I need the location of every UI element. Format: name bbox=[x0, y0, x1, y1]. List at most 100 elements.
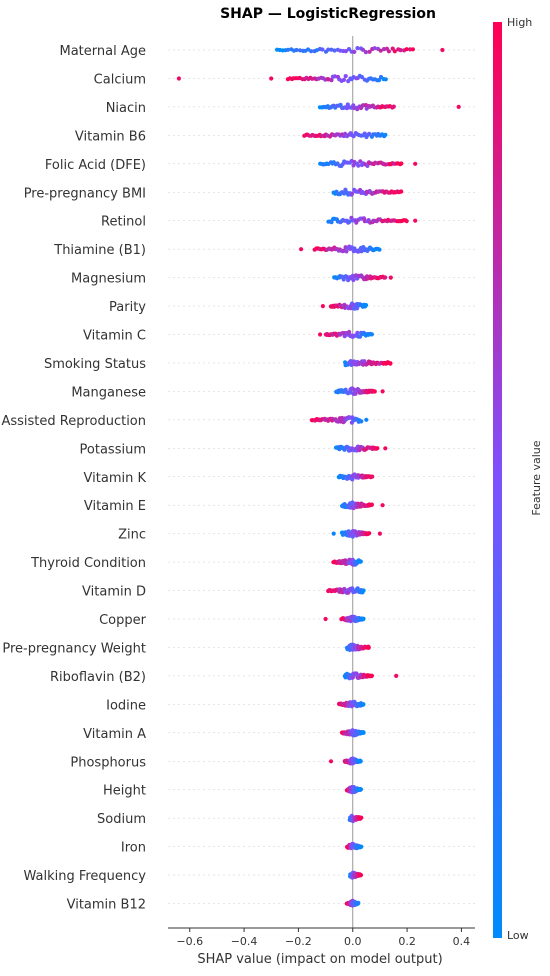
shap-point bbox=[399, 189, 404, 194]
shap-point bbox=[359, 249, 364, 254]
shap-point bbox=[359, 75, 365, 80]
shap-point bbox=[372, 46, 377, 51]
feature-label: Assisted Reproduction bbox=[1, 414, 146, 429]
shap-point bbox=[383, 77, 388, 82]
shap-point bbox=[351, 134, 356, 139]
shap-point bbox=[344, 249, 349, 254]
shap-point bbox=[355, 306, 360, 311]
shap-point bbox=[369, 332, 374, 337]
shap-point bbox=[352, 49, 357, 55]
colorbar-low-label: Low bbox=[507, 929, 529, 942]
shap-point bbox=[394, 673, 399, 679]
x-tick-label: 0.0 bbox=[344, 935, 362, 948]
x-tick-label: −0.2 bbox=[285, 935, 312, 948]
feature-label: Vitamin E bbox=[84, 499, 146, 514]
feature-label: Magnesium bbox=[71, 272, 146, 287]
shap-point bbox=[299, 247, 304, 252]
shap-point bbox=[320, 304, 325, 309]
shap-point bbox=[377, 78, 382, 83]
shap-point bbox=[351, 277, 356, 283]
shap-point bbox=[377, 531, 382, 536]
feature-label: Retinol bbox=[101, 215, 146, 230]
chart-title: SHAP — LogisticRegression bbox=[220, 6, 436, 22]
shap-point bbox=[410, 47, 415, 52]
shap-point bbox=[367, 131, 372, 136]
shap-point bbox=[370, 474, 375, 479]
shap-point bbox=[290, 76, 296, 81]
feature-label: Maternal Age bbox=[60, 44, 147, 59]
shap-point bbox=[285, 47, 291, 52]
shap-point bbox=[365, 163, 370, 168]
shap-point bbox=[372, 389, 377, 394]
shap-point bbox=[332, 48, 337, 53]
shap-point bbox=[294, 47, 299, 53]
shap-point bbox=[349, 191, 355, 196]
shap-point bbox=[347, 219, 352, 224]
shap-point bbox=[323, 616, 328, 622]
shap-point bbox=[326, 47, 331, 52]
x-tick-label: 0.4 bbox=[453, 935, 471, 948]
shap-point bbox=[367, 531, 372, 536]
feature-label: Pre-pregnancy Weight bbox=[2, 641, 146, 656]
feature-label: Pre-pregnancy BMI bbox=[24, 186, 146, 201]
shap-point bbox=[362, 131, 367, 136]
feature-label: Thiamine (B1) bbox=[53, 243, 146, 258]
feature-label: Calcium bbox=[94, 72, 146, 87]
shap-point bbox=[350, 534, 355, 539]
shap-point bbox=[358, 159, 363, 164]
shap-point bbox=[355, 330, 360, 335]
shap-point bbox=[343, 49, 348, 54]
feature-label: Zinc bbox=[118, 528, 146, 543]
feature-label: Iron bbox=[121, 841, 146, 856]
feature-label: Smoking Status bbox=[44, 357, 146, 372]
shap-point bbox=[361, 730, 366, 735]
x-tick-label: −0.4 bbox=[231, 935, 258, 948]
shap-point bbox=[399, 161, 404, 166]
feature-label: Vitamin K bbox=[84, 471, 147, 486]
shap-point bbox=[440, 47, 445, 53]
shap-point bbox=[377, 247, 382, 252]
shap-point bbox=[356, 900, 361, 905]
shap-point bbox=[359, 815, 364, 820]
shap-point bbox=[356, 163, 361, 168]
feature-label: Vitamin B12 bbox=[67, 898, 146, 913]
shap-point bbox=[351, 163, 356, 168]
x-tick-label: −0.6 bbox=[176, 935, 203, 948]
shap-point bbox=[269, 76, 274, 81]
shap-point bbox=[341, 77, 346, 82]
colorbar-title: Feature value bbox=[530, 440, 543, 515]
feature-label: Iodine bbox=[106, 698, 146, 713]
shap-point bbox=[383, 132, 388, 137]
feature-label: Potassium bbox=[80, 442, 146, 457]
shap-point bbox=[383, 446, 388, 451]
shap-point bbox=[331, 531, 336, 536]
colorbar bbox=[493, 22, 502, 938]
shap-point bbox=[364, 417, 369, 422]
feature-label: Vitamin B6 bbox=[75, 129, 146, 144]
shap-point bbox=[358, 787, 363, 792]
shap-point bbox=[328, 759, 334, 764]
shap-point bbox=[320, 47, 325, 52]
shap-point bbox=[378, 48, 383, 53]
feature-label: Parity bbox=[109, 300, 146, 315]
feature-label: Height bbox=[103, 784, 146, 799]
feature-label: Vitamin D bbox=[82, 585, 146, 600]
feature-label: Copper bbox=[99, 613, 147, 628]
shap-point bbox=[359, 844, 364, 849]
shap-point bbox=[375, 446, 380, 451]
shap-point bbox=[380, 389, 385, 394]
shap-point bbox=[318, 332, 323, 337]
shap-point bbox=[329, 220, 334, 225]
shap-point bbox=[346, 47, 352, 52]
shap-point bbox=[361, 588, 366, 593]
shap-points bbox=[176, 46, 461, 908]
shap-point bbox=[404, 219, 409, 224]
feature-label: Vitamin C bbox=[83, 329, 146, 344]
shap-point bbox=[350, 675, 355, 680]
shap-point bbox=[359, 419, 364, 424]
shap-point bbox=[391, 104, 396, 109]
shap-point bbox=[355, 46, 360, 51]
feature-label: Niacin bbox=[106, 101, 146, 116]
feature-label: Vitamin A bbox=[83, 727, 146, 742]
